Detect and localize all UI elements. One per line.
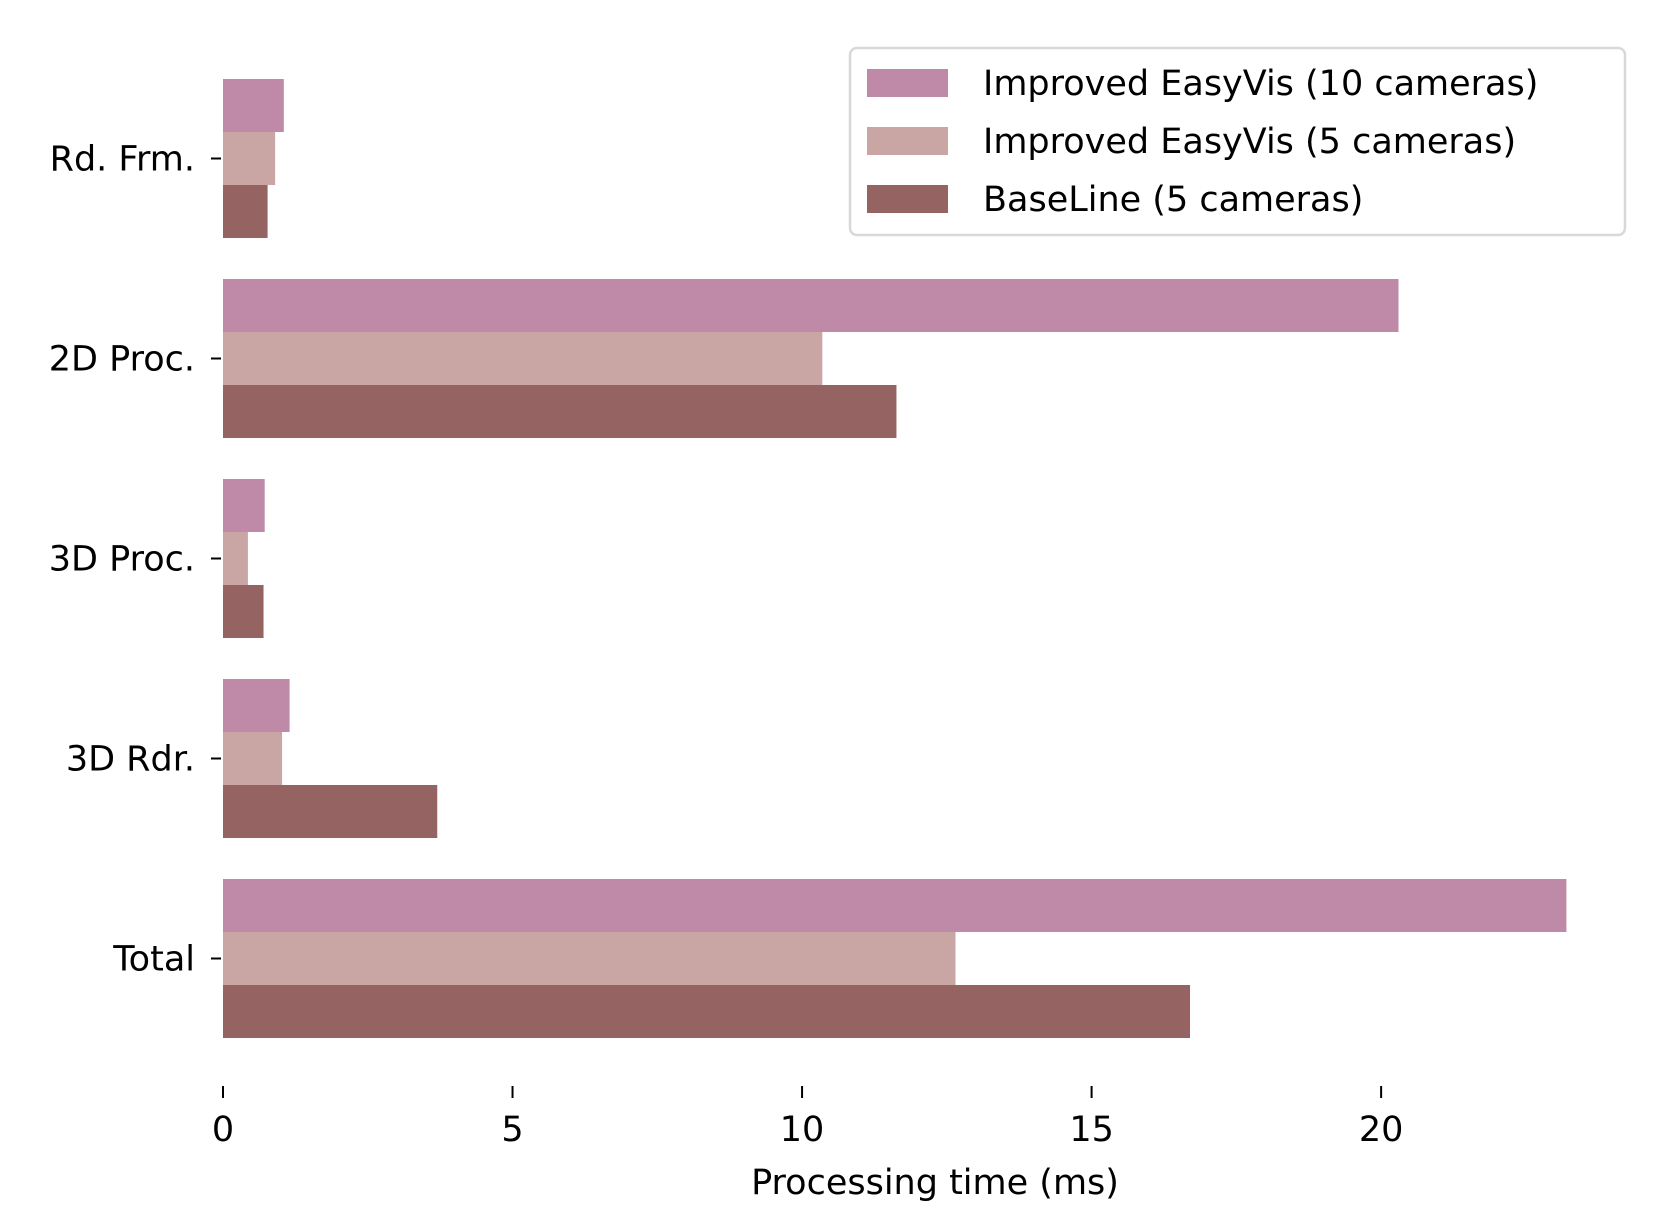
bar (223, 479, 265, 532)
bar (223, 785, 438, 838)
bars (223, 79, 1567, 1038)
legend-label: Improved EasyVis (5 cameras) (983, 122, 1516, 162)
legend-swatch (867, 69, 948, 97)
legend: Improved EasyVis (10 cameras) Improved Ea… (848, 46, 1627, 237)
x-tick-label: 20 (1359, 1110, 1404, 1150)
legend-swatch (867, 127, 948, 155)
y-axis: Rd. Frm. 2D Proc. 3D Proc. 3D Rdr. Total (49, 140, 221, 980)
bar (223, 879, 1567, 932)
x-tick-label: 5 (501, 1110, 523, 1150)
x-tick-label: 15 (1069, 1110, 1114, 1150)
bar (223, 585, 264, 638)
y-tick-label: 3D Proc. (49, 540, 195, 580)
bar (223, 679, 290, 732)
bar (223, 532, 248, 585)
x-axis-label: Processing time (ms) (751, 1163, 1119, 1203)
x-tick-label: 0 (212, 1110, 234, 1150)
x-axis: 0 5 10 15 20 (212, 1086, 1404, 1150)
bar (223, 732, 283, 785)
bar (223, 279, 1399, 332)
y-tick-label: 3D Rdr. (66, 740, 195, 780)
bar (223, 385, 897, 438)
bar (223, 79, 284, 132)
legend-label: Improved EasyVis (10 cameras) (983, 64, 1538, 104)
legend-label: BaseLine (5 cameras) (983, 180, 1363, 220)
bar (223, 332, 823, 385)
legend-swatch (867, 185, 948, 213)
y-tick-label: 2D Proc. (49, 340, 195, 380)
bar (223, 932, 956, 985)
y-tick-label: Rd. Frm. (50, 140, 195, 180)
x-tick-label: 10 (780, 1110, 825, 1150)
bar (223, 185, 268, 238)
bar (223, 985, 1191, 1038)
legend-frame (848, 46, 1627, 237)
bar (223, 132, 276, 185)
y-tick-label: Total (112, 940, 195, 980)
